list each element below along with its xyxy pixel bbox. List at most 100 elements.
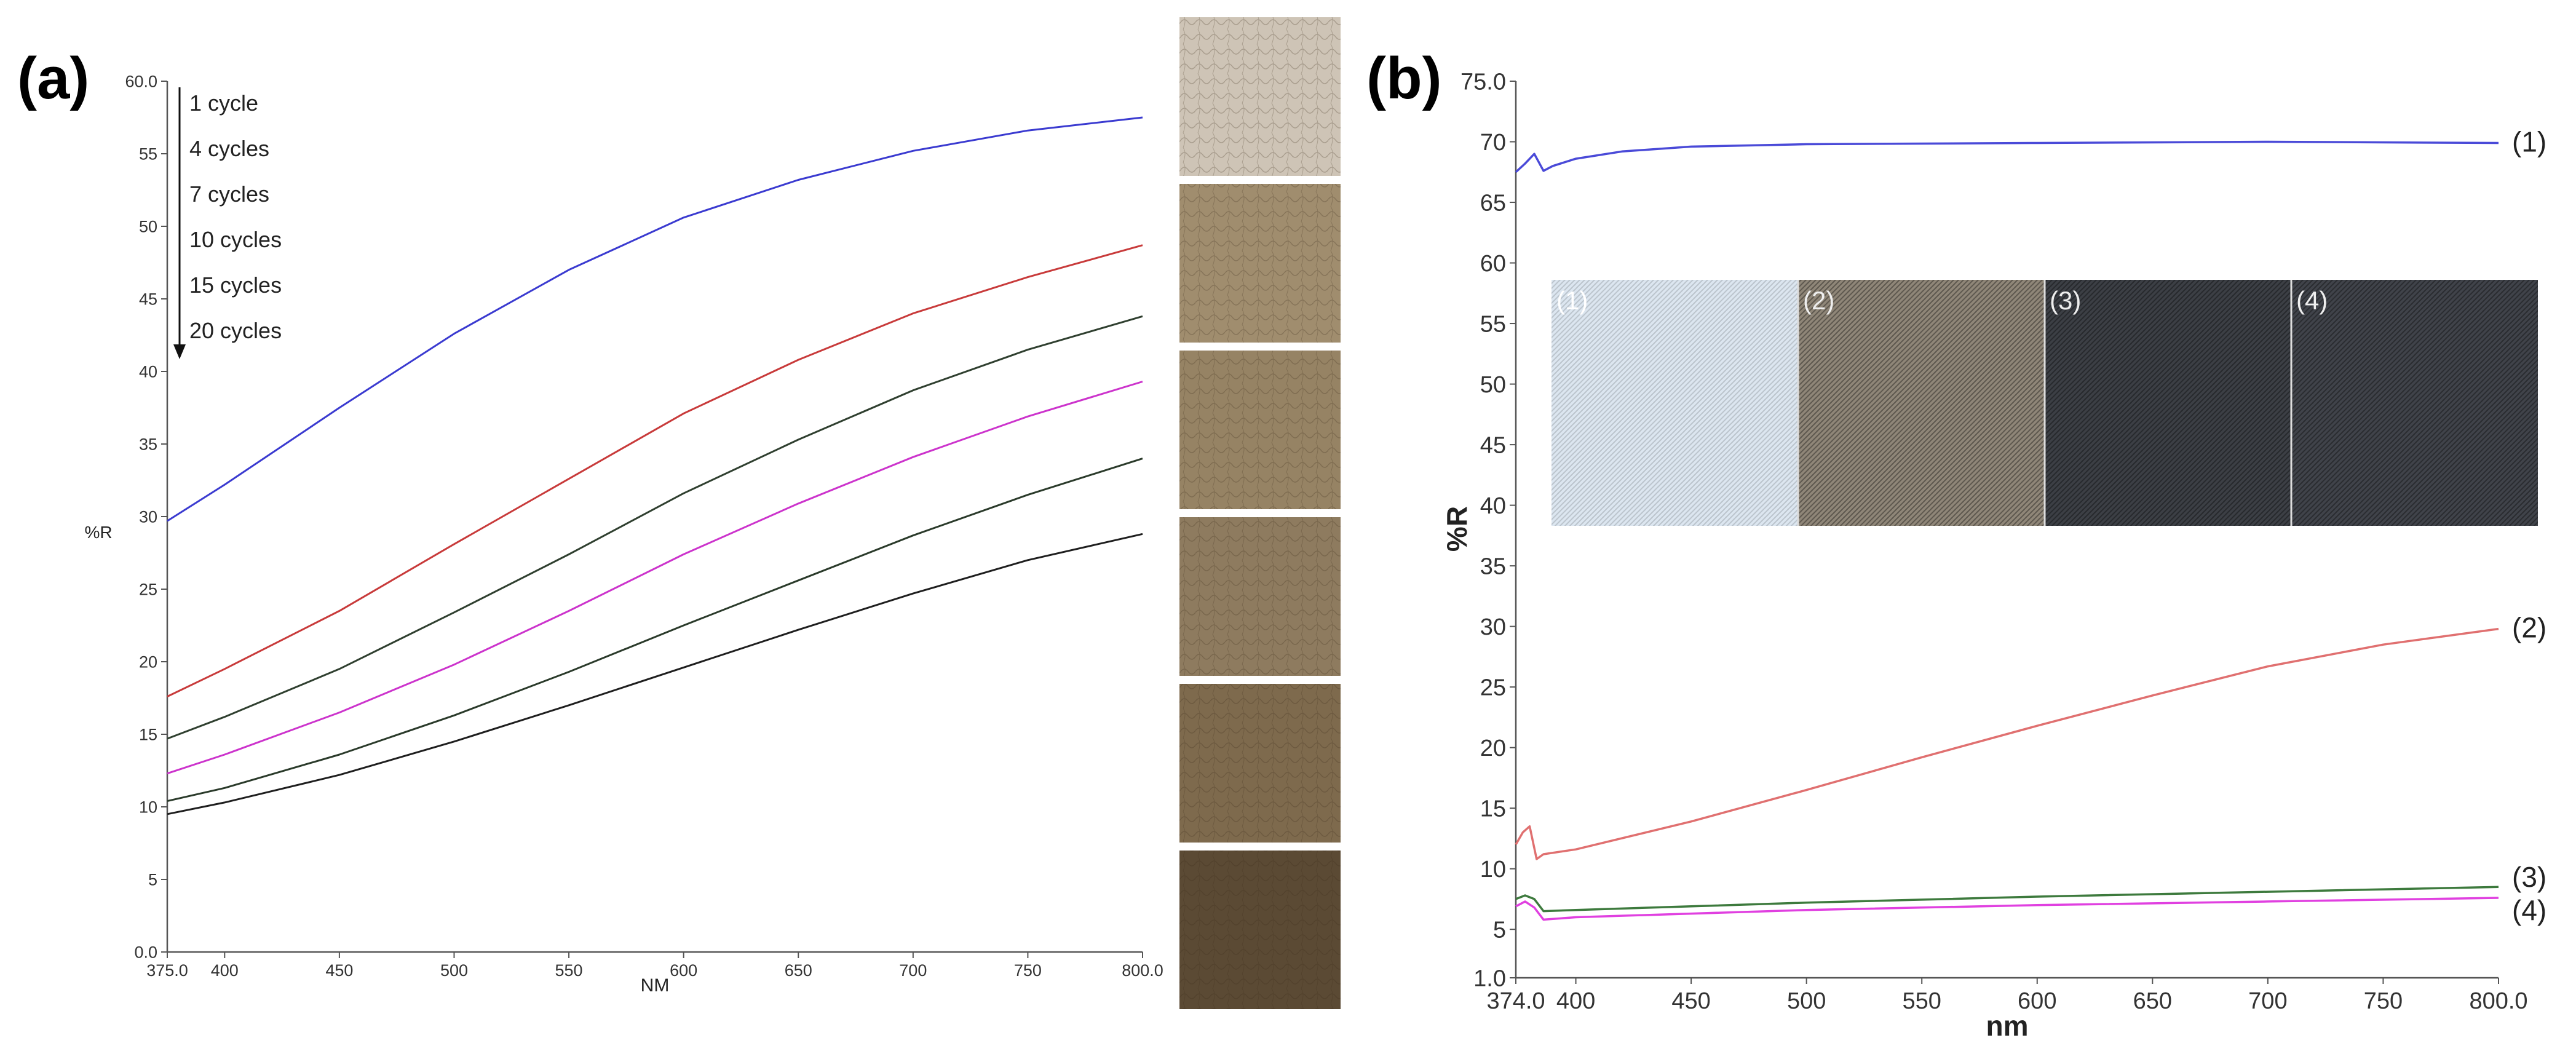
x-tick-label: 375.0: [146, 961, 188, 980]
y-tick-label: 25: [1480, 675, 1506, 700]
series-line-4-cycles: [167, 244, 1143, 697]
y-tick-label: 40: [139, 362, 157, 381]
series-label-4: (4): [2512, 894, 2546, 926]
inset-fabric-texture: [2291, 280, 2538, 526]
y-tick-label: 60: [1480, 251, 1506, 277]
y-tick-label: 20: [139, 652, 157, 671]
y-tick-label: 5: [1493, 917, 1506, 943]
inset-label-4: (4): [2296, 286, 2328, 315]
y-tick-label: 15: [1480, 796, 1506, 822]
y-tick-label: 1.0: [1473, 966, 1506, 991]
panel-a: (a) 0.0 5 10 15 20 25 30 35 40 45 50 55 60.0 375.0 400…: [17, 17, 1341, 1009]
series-label-3: (3): [2512, 861, 2546, 893]
y-tick-label: 25: [139, 580, 157, 598]
y-tick-label: 65: [1480, 190, 1506, 216]
sample-swatch-texture: [1179, 517, 1341, 676]
sample-swatch-texture: [1179, 851, 1341, 1009]
x-tick-label: 750: [2364, 988, 2403, 1014]
panel-b: (b) 1.0 5 10 15 20 25 30 35 40 45 50 55 60 65 70 75.0 37…: [1366, 46, 2546, 1042]
x-tick-label: 450: [325, 961, 353, 980]
panel-b-series-labels: (1) (2) (3)(4): [2512, 125, 2546, 926]
x-tick-label: 374.0: [1486, 988, 1545, 1014]
series-line-15-cycles: [167, 458, 1143, 803]
x-axis-title: nm: [1986, 1010, 2029, 1042]
y-tick-label: 55: [139, 145, 157, 163]
x-tick-label: 650: [2133, 988, 2172, 1014]
inset-label-2: (2): [1803, 286, 1834, 315]
y-axis-title: %R: [84, 523, 112, 542]
y-tick-label: 10: [139, 798, 157, 816]
x-tick-label: 600: [2018, 988, 2056, 1014]
panel-a-series: [167, 116, 1143, 815]
series-line-1-cycle: [167, 116, 1143, 522]
x-tick-label: 400: [211, 961, 239, 980]
y-tick-label: 30: [139, 507, 157, 526]
inset-fabric-texture: [2045, 280, 2291, 526]
x-tick-label: 700: [899, 961, 927, 980]
x-tick-label: 650: [785, 961, 812, 980]
series-label-2: (2): [2512, 612, 2546, 644]
panel-b-axes: 1.0 5 10 15 20 25 30 35 40 45 50 55 60 65 70 75.0 374.0 4…: [1441, 69, 2528, 1042]
legend-item-15-cycles: 15 cycles: [189, 272, 282, 298]
panel-a-legend: 1 cycle 4 cycles 7 cycles 10 cycles 15 cycle…: [173, 87, 282, 359]
panel-b-inset: (1) (2) (3) (4): [1552, 280, 2538, 526]
panel-b-series: [1515, 140, 2499, 921]
inset-fabric-texture: [1552, 280, 1798, 526]
panel-a-axes: 0.0 5 10 15 20 25 30 35 40 45 50 55 60.0 375.0 400 450 5…: [84, 72, 1163, 996]
y-tick-label: 20: [1480, 736, 1506, 761]
x-tick-label: 800.0: [1122, 961, 1163, 980]
x-tick-label: 400: [1556, 988, 1595, 1014]
y-tick-label: 40: [1480, 493, 1506, 519]
y-tick-label: 45: [1480, 432, 1506, 458]
series-line-2: [1515, 627, 2499, 860]
y-tick-label: 70: [1480, 130, 1506, 156]
sample-swatch-texture: [1179, 184, 1341, 343]
x-tick-label: 450: [1671, 988, 1710, 1014]
series-line-20-cycles: [167, 533, 1143, 815]
panel-a-label: (a): [17, 46, 89, 111]
series-line-3: [1515, 886, 2499, 913]
x-tick-label: 550: [555, 961, 583, 980]
panel-a-swatches: [1179, 17, 1341, 1009]
y-tick-label: 45: [139, 290, 157, 308]
x-tick-label: 750: [1014, 961, 1042, 980]
legend-item-10-cycles: 10 cycles: [189, 227, 282, 252]
y-tick-label: 50: [139, 217, 157, 236]
sample-swatch-texture: [1179, 351, 1341, 509]
y-tick-label: 10: [1480, 857, 1506, 882]
x-tick-label: 800.0: [2469, 988, 2527, 1014]
y-tick-label: 30: [1480, 614, 1506, 640]
x-tick-label: 550: [1903, 988, 1941, 1014]
x-tick-label: 600: [670, 961, 697, 980]
y-tick-label: 60.0: [125, 72, 157, 90]
y-tick-label: 55: [1480, 311, 1506, 337]
series-label-1: (1): [2512, 125, 2546, 157]
series-line-7-cycles: [167, 315, 1143, 740]
x-axis-title: NM: [641, 975, 670, 996]
x-tick-label: 500: [1787, 988, 1826, 1014]
inset-label-1: (1): [1556, 286, 1588, 315]
y-tick-label: 5: [148, 870, 157, 889]
sample-swatch-texture: [1179, 684, 1341, 843]
legend-arrow-head: [173, 344, 186, 359]
x-tick-label: 700: [2248, 988, 2287, 1014]
legend-item-20-cycles: 20 cycles: [189, 318, 282, 343]
y-tick-label: 15: [139, 725, 157, 744]
legend-item-1-cycle: 1 cycle: [189, 90, 258, 116]
panel-b-label: (b): [1366, 46, 1442, 111]
legend-item-4-cycles: 4 cycles: [189, 136, 269, 161]
y-tick-label: 0.0: [134, 943, 157, 961]
legend-item-7-cycles: 7 cycles: [189, 181, 269, 207]
sample-swatch-texture: [1179, 17, 1341, 176]
y-tick-label: 35: [1480, 553, 1506, 579]
series-line-1: [1515, 140, 2499, 173]
y-axis-title: %R: [1441, 506, 1473, 552]
y-tick-label: 50: [1480, 372, 1506, 398]
y-tick-label: 35: [139, 435, 157, 453]
series-line-4: [1515, 897, 2499, 921]
inset-fabric-texture: [1798, 280, 2045, 526]
y-tick-label: 75.0: [1460, 69, 1506, 95]
series-line-10-cycles: [167, 381, 1143, 775]
x-tick-label: 500: [440, 961, 468, 980]
